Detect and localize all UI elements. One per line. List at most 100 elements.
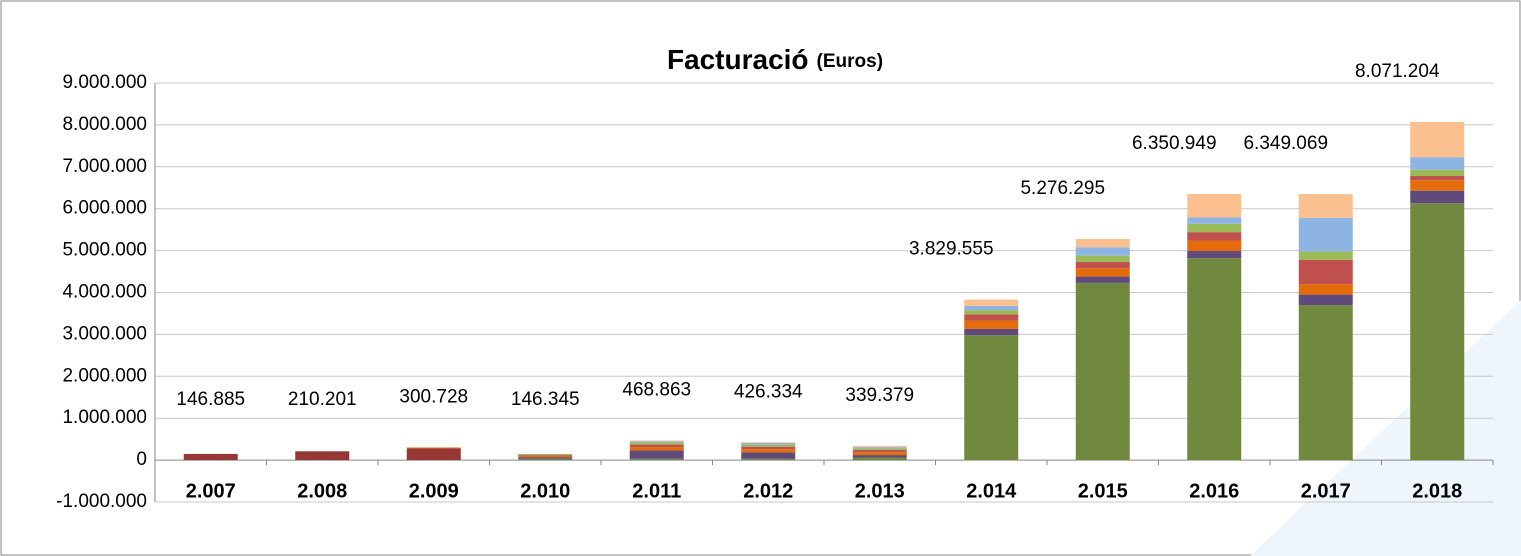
x-tick-label: 2.013: [855, 480, 905, 502]
total-label: 426.334: [734, 381, 803, 402]
total-label: 5.276.295: [1020, 178, 1105, 199]
bar-segment: [741, 444, 796, 447]
bar-segment: [964, 299, 1019, 306]
total-label: 3.829.555: [909, 239, 994, 260]
bar-segment: [1298, 305, 1353, 461]
bar-segment: [518, 455, 573, 456]
bar-segment: [852, 452, 907, 456]
bar-segment: [1298, 284, 1353, 295]
bar-segment: [629, 442, 684, 445]
bar-segment: [964, 320, 1019, 329]
x-tick-label: 2.016: [1189, 480, 1239, 502]
bar-segment: [183, 453, 238, 461]
bar-segment: [629, 444, 684, 448]
x-tick-label: 2.007: [186, 480, 236, 502]
bar-segment: [1187, 217, 1242, 224]
x-tick-label: 2.015: [1078, 480, 1128, 502]
bar-segment: [852, 457, 907, 461]
x-tick-label: 2.012: [743, 480, 793, 502]
bar-segment: [1187, 258, 1242, 461]
chart-title: Facturació: [667, 44, 809, 75]
x-tick-label: 2.009: [409, 480, 459, 502]
bar-segment: [1187, 251, 1242, 259]
y-tick-label: 3.000.000: [62, 323, 147, 344]
y-tick-label: 1.000.000: [62, 407, 147, 428]
bar-segment: [852, 445, 907, 448]
total-label: 300.728: [399, 387, 468, 408]
y-tick-label: 2.000.000: [62, 365, 147, 386]
total-label: 339.379: [845, 385, 914, 406]
bar-segment: [852, 448, 907, 451]
y-tick-label: 4.000.000: [62, 282, 147, 303]
bar-segment: [1410, 176, 1465, 181]
bar-segment: [629, 441, 684, 443]
x-tick-label: 2.017: [1301, 480, 1351, 502]
x-tick-label: 2.010: [520, 480, 570, 502]
bar-segment: [1410, 190, 1465, 204]
total-label: 6.349.069: [1243, 133, 1328, 154]
bar-segment: [852, 447, 907, 449]
y-tick-label: 6.000.000: [62, 198, 147, 219]
bar-segment: [741, 442, 796, 445]
chart-subtitle: (Euros): [817, 51, 884, 72]
bar-segment: [1298, 217, 1353, 252]
y-tick-label: 8.000.000: [62, 114, 147, 135]
bar-segment: [1410, 121, 1465, 158]
chart-title-group: Facturació (Euros): [667, 44, 883, 75]
bar-segment: [629, 447, 684, 451]
bar-segment: [1187, 232, 1242, 241]
x-tick-label: 2.018: [1412, 480, 1462, 502]
bar-segment: [1410, 169, 1465, 177]
bar-segment: [629, 440, 684, 442]
bar-segment: [518, 455, 573, 458]
bar-segment: [1298, 251, 1353, 260]
bar-segment: [629, 458, 684, 461]
bar-segment: [741, 452, 796, 459]
bar-segment: [1075, 276, 1130, 283]
bar-segment: [518, 453, 573, 456]
total-label: 210.201: [288, 389, 357, 410]
x-tick-label: 2.011: [632, 480, 681, 502]
y-tick-label: 9.000.000: [62, 72, 147, 93]
y-tick-label: -1.000.000: [56, 491, 147, 512]
bar-segment: [1075, 282, 1130, 461]
total-label: 146.885: [176, 389, 245, 410]
total-label: 146.345: [511, 389, 580, 410]
bar-segment: [295, 451, 350, 461]
bar-segment: [741, 442, 796, 443]
bar-segment: [964, 305, 1019, 311]
bar-segment: [1187, 240, 1242, 252]
bar-segment: [964, 310, 1019, 315]
total-label: 8.071.204: [1355, 61, 1440, 82]
bar-segment: [518, 458, 573, 461]
bar-segment: [1187, 223, 1242, 233]
bar-segment: [406, 448, 461, 461]
bar-segment: [741, 446, 796, 450]
bar-segment: [1075, 261, 1130, 269]
bar-segment: [1298, 259, 1353, 285]
bar-segment: [1410, 203, 1465, 461]
bar-segment: [741, 449, 796, 453]
bar-segment: [1410, 180, 1465, 191]
bar-segment: [1298, 294, 1353, 306]
bar-segment: [741, 458, 796, 461]
y-tick-label: 0: [136, 449, 147, 470]
bar-segment: [964, 328, 1019, 336]
y-tick-label: 5.000.000: [62, 240, 147, 261]
bar-segment: [852, 450, 907, 453]
bar-segment: [1075, 255, 1130, 262]
y-tick-label: 7.000.000: [62, 156, 147, 177]
x-tick-label: 2.014: [966, 480, 1017, 502]
bar-segment: [406, 447, 461, 449]
bar-segment: [1298, 194, 1353, 218]
bar-segment: [1187, 193, 1242, 218]
bar-segment: [1075, 268, 1130, 277]
bar-segment: [1410, 157, 1465, 170]
total-label: 6.350.949: [1132, 133, 1217, 154]
bar-segment: [964, 314, 1019, 321]
x-tick-label: 2.008: [297, 480, 347, 502]
bar-segment: [1075, 239, 1130, 248]
